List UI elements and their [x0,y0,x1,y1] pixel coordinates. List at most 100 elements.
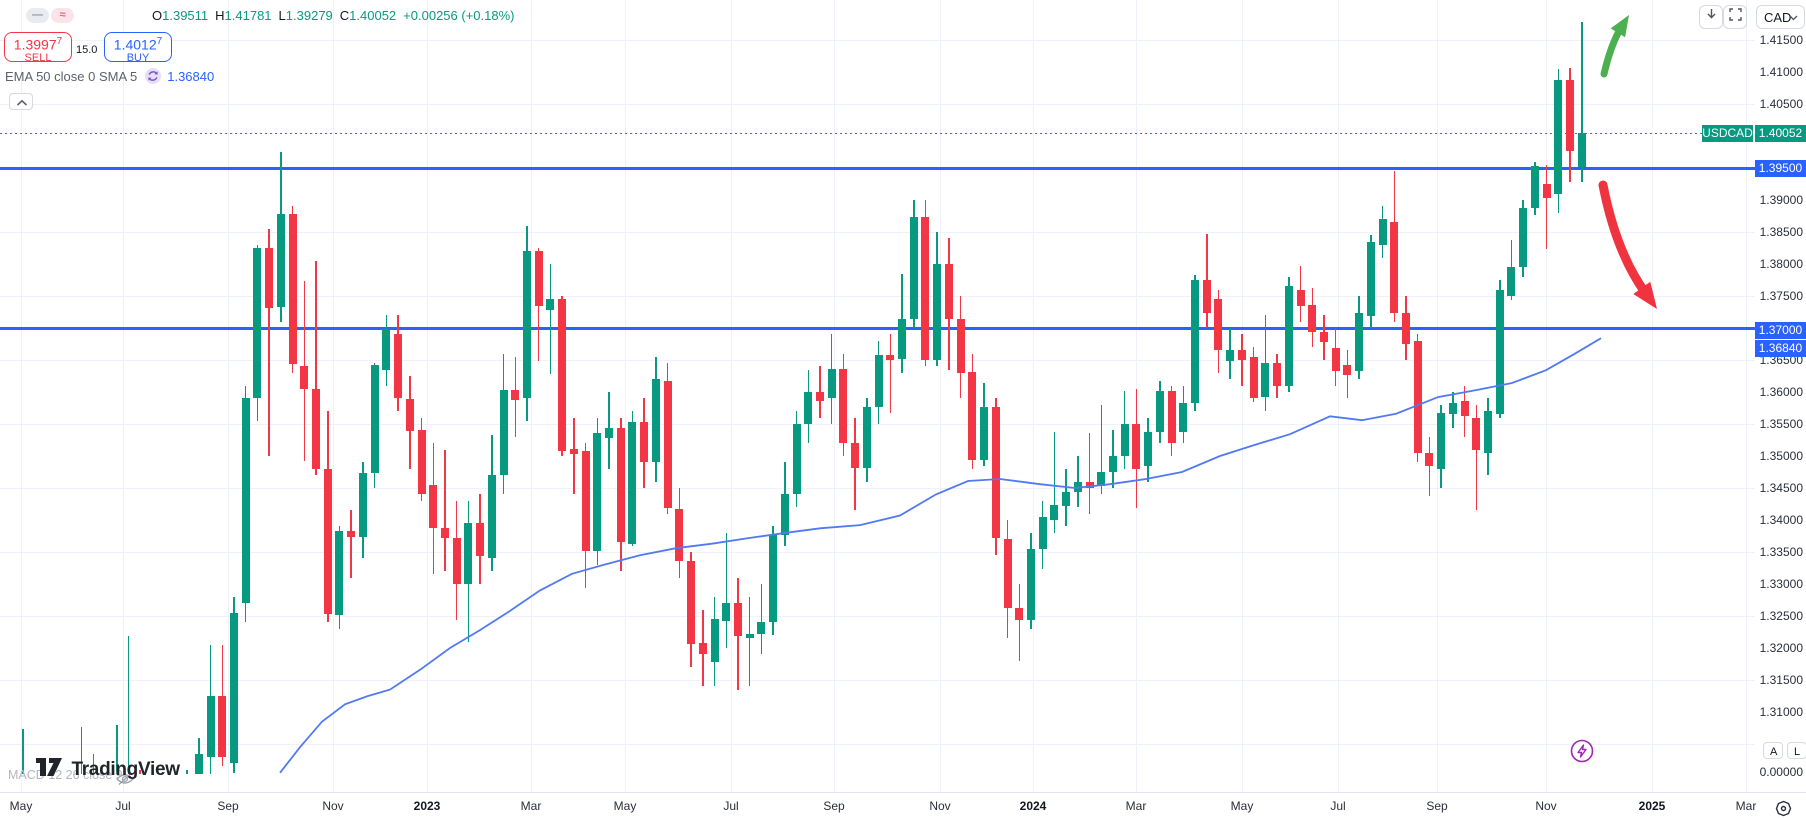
candle-wick [350,510,352,578]
price-axis-label: 1.37500 [1759,289,1803,303]
indicator-refresh-icon[interactable] [145,68,162,84]
candle [1191,280,1199,403]
ohlc-value: 1.39511 [162,8,209,23]
time-axis-label: Mar [520,799,542,813]
time-axis-label: 2023 [413,799,441,813]
candle [417,430,426,495]
indicator-legend[interactable]: EMA 50 close 0 SMA 5 [5,69,138,84]
price-chart-pane[interactable] [0,0,1755,792]
candle [933,264,942,360]
candle [511,390,520,400]
sell-label: SELL [24,51,52,64]
download-button[interactable] [1699,5,1723,29]
price-axis-label: 1.41500 [1759,33,1803,47]
candle-wick [725,532,727,648]
candle [874,354,883,407]
candle [1425,452,1434,466]
ohlc-readout: O1.39511 H1.41781 L1.39279 C1.40052 +0.00256… [145,8,514,23]
candle [1484,410,1492,453]
candle [546,299,555,311]
log-scale-button[interactable]: L [1787,742,1806,759]
v-gridline [1746,0,1747,792]
candle [1109,456,1117,472]
chart-clip-area [0,22,1755,774]
candle [827,369,836,399]
horizontal-level-line[interactable] [0,326,1755,330]
v-gridline [1652,0,1653,792]
buy-button[interactable]: 1.40127 BUY [104,32,172,64]
candle [909,217,918,320]
candle [1542,184,1551,199]
candle [968,372,977,460]
candle [499,390,508,476]
price-axis-label: 1.34500 [1759,481,1803,495]
horizontal-level-line[interactable] [0,166,1755,170]
candle-wick [1088,433,1091,514]
candle [1319,331,1328,342]
price-axis-label: 1.38000 [1759,257,1803,271]
time-axis-label: Jul [723,799,739,813]
time-axis[interactable]: May Jul Sep Nov 2023 Mar May Jul Sep Nov 2024 Mar Ma… [0,792,1806,820]
auto-scale-button[interactable]: A [1763,742,1783,759]
candle [1155,390,1164,432]
candle-wick [127,635,130,774]
candle-wick [1018,584,1020,661]
candle [1530,166,1539,208]
minimize-pill-icon[interactable]: — [26,8,49,23]
tradingview-logo[interactable]: TradingView [35,755,180,781]
candle [1284,285,1293,386]
candle-wick [268,228,270,456]
price-axis[interactable]: 1.41500 1.41000 1.40500 1.39000 1.38500 1.380… [1702,0,1806,792]
candle [921,217,930,360]
ohlc-key: C [339,8,350,23]
candle [944,264,953,319]
candle-wick [573,417,575,495]
ohlc-value: 1.39279 [285,8,333,23]
eye-off-icon[interactable] [116,772,134,786]
candle [1120,424,1129,456]
time-axis-label: Mar [1735,799,1757,813]
sell-button[interactable]: 1.39977 SELL [4,32,72,64]
candle-wick [1581,22,1583,183]
candle [1237,350,1246,360]
candle [745,633,754,638]
candle-wick [760,584,763,655]
candle [1437,412,1446,469]
price-axis-label: 1.32000 [1759,641,1803,655]
candle [1167,390,1176,444]
candle-wick [1428,436,1431,496]
candle [898,319,906,360]
candle [253,248,262,399]
candle [1003,538,1012,609]
time-axis-label: Nov [929,799,951,813]
candle [780,494,789,535]
candle [1085,481,1094,488]
candle [804,392,813,424]
chevron-down-icon [1789,15,1798,21]
candle [1519,207,1528,267]
fullscreen-button[interactable] [1723,5,1747,29]
currency-dropdown[interactable]: CAD [1756,5,1805,29]
time-axis-label: 2024 [1019,799,1047,813]
ohlc-key: H [215,8,225,23]
timezone-settings-icon[interactable] [1775,800,1792,817]
wave-pill-icon[interactable]: ≈ [51,8,74,23]
time-axis-label: Sep [823,799,845,813]
candle [1062,491,1071,506]
buy-label: BUY [126,51,150,64]
candle [370,364,379,474]
candle [605,427,613,438]
candle [1097,472,1106,487]
candle [1202,280,1211,313]
collapse-panel-button[interactable] [9,93,33,110]
price-axis-label: 1.36000 [1759,385,1803,399]
price-axis-label: 1.33500 [1759,545,1803,559]
sell-price: 1.39977 [13,36,63,53]
candle [1554,79,1563,194]
candle-wick [139,769,141,774]
candle [628,422,637,544]
candle [1132,424,1141,469]
ohlc-value: 1.40052 [349,8,397,23]
symbol-price-badge-value: 1.40052 [1755,124,1806,142]
candle [733,603,742,637]
